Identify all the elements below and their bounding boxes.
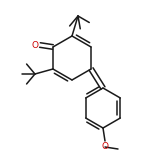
Text: O: O <box>102 142 108 150</box>
Text: O: O <box>32 40 38 50</box>
